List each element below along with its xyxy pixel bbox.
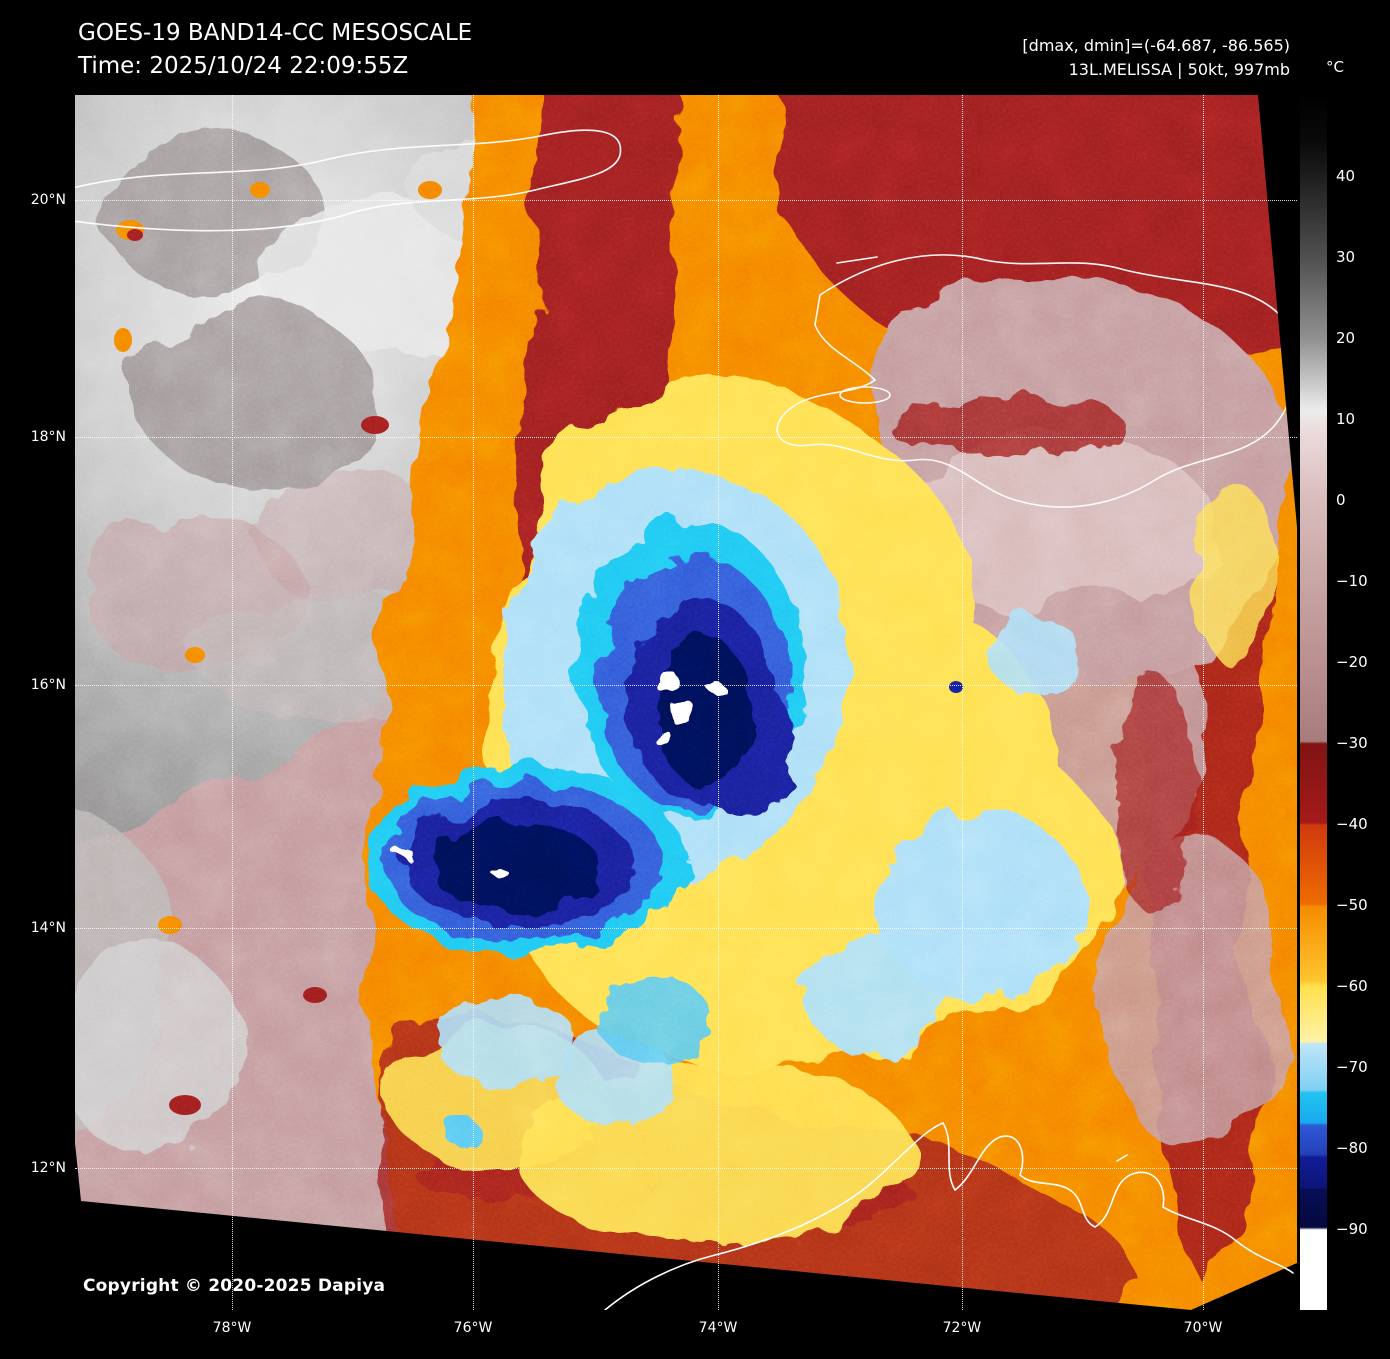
latitude-tick-label: 20°N bbox=[30, 191, 66, 208]
longitude-gridline bbox=[232, 95, 234, 1310]
colorbar-ticks: 40 30 20 10 0 −10 −20 −30 −40 −50 −60 −70 −80 −90 bbox=[1300, 95, 1368, 1310]
colorbar-tick-label: −10 bbox=[1336, 572, 1368, 590]
longitude-gridline bbox=[961, 95, 963, 1310]
longitude-gridline bbox=[718, 95, 720, 1310]
colorbar-tick-label: −20 bbox=[1336, 653, 1368, 671]
colorbar-tick-label: 20 bbox=[1336, 329, 1356, 347]
data-sector bbox=[75, 95, 1297, 1310]
colorbar-unit-label: °C bbox=[1326, 58, 1344, 76]
temperature-colorbar: 40 30 20 10 0 −10 −20 −30 −40 −50 −60 −70 −80 −90 bbox=[1300, 95, 1368, 1310]
latitude-tick-label: 14°N bbox=[30, 920, 66, 936]
latitude-tick-label: 12°N bbox=[30, 1159, 66, 1176]
longitude-gridline bbox=[1203, 95, 1205, 1310]
colorbar-tick-label: −90 bbox=[1336, 1220, 1368, 1238]
latitude-gridline bbox=[75, 685, 1297, 686]
colorbar-tick-label: −50 bbox=[1336, 896, 1368, 914]
satellite-map: Copyright © 2020-2025 Dapiya bbox=[75, 95, 1297, 1310]
latitude-gridline bbox=[75, 437, 1297, 439]
longitude-gridline bbox=[473, 95, 474, 1310]
colorbar-tick-label: −60 bbox=[1336, 977, 1368, 995]
colorbar-tick-label: 0 bbox=[1336, 491, 1346, 509]
south-america-coastline bbox=[604, 1122, 1294, 1310]
copyright-watermark: Copyright © 2020-2025 Dapiya bbox=[83, 1276, 386, 1296]
latitude-gridline bbox=[75, 199, 1297, 201]
colorbar-tick-label: 40 bbox=[1336, 167, 1356, 185]
latitude-tick-label: 16°N bbox=[30, 677, 66, 693]
colorbar-tick-label: −80 bbox=[1336, 1139, 1368, 1157]
latitude-gridline bbox=[75, 928, 1297, 929]
longitude-tick-label: 74°W bbox=[698, 1320, 738, 1336]
colorbar-tick-label: 10 bbox=[1336, 410, 1356, 428]
colorbar-tick-label: 30 bbox=[1336, 248, 1356, 266]
latitude-tick-label: 18°N bbox=[30, 429, 66, 446]
latitude-gridline bbox=[75, 1167, 1297, 1169]
longitude-tick-label: 78°W bbox=[212, 1320, 252, 1336]
colorbar-gradient bbox=[1300, 95, 1327, 1310]
product-title: GOES-19 BAND14-CC MESOSCALE bbox=[78, 20, 473, 46]
longitude-tick-label: 70°W bbox=[1183, 1320, 1223, 1336]
header-info: [dmax, dmin]=(-64.687, -86.565) 13L.MELI… bbox=[1022, 34, 1290, 82]
colorbar-tick-label: −40 bbox=[1336, 815, 1368, 833]
longitude-tick-label: 76°W bbox=[453, 1320, 493, 1336]
colorbar-tick-label: −30 bbox=[1336, 734, 1368, 752]
ir-imagery bbox=[75, 95, 1297, 1310]
longitude-tick-label: 72°W bbox=[942, 1320, 982, 1336]
colorbar-tick-label: −70 bbox=[1336, 1058, 1368, 1076]
timestamp: Time: 2025/10/24 22:09:55Z bbox=[78, 53, 409, 79]
dmax-dmin-readout: [dmax, dmin]=(-64.687, -86.565) bbox=[1022, 36, 1290, 55]
storm-status: 13L.MELISSA | 50kt, 997mb bbox=[1068, 60, 1290, 79]
